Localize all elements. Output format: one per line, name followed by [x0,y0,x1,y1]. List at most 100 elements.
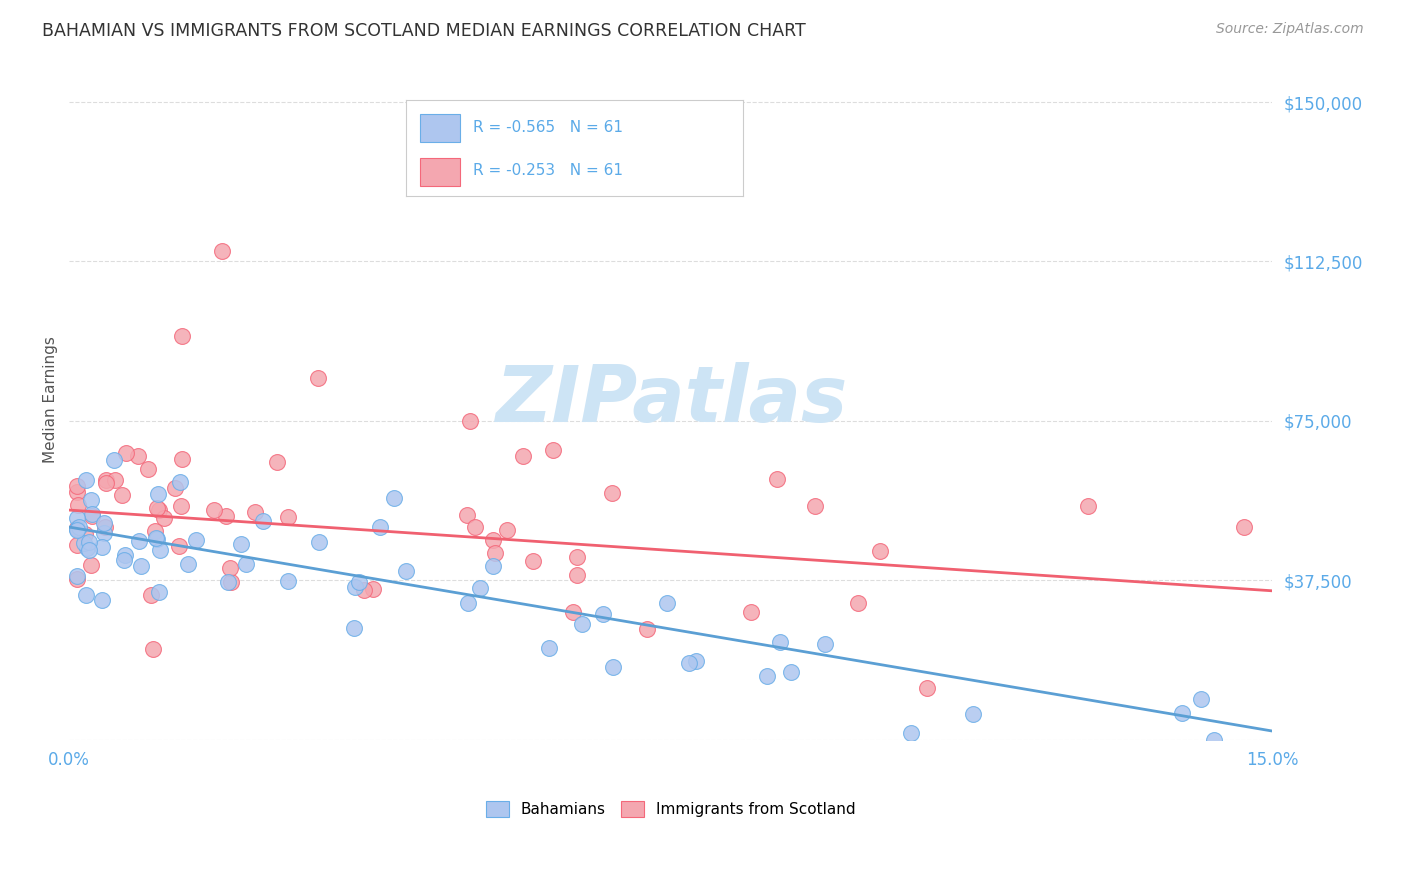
Point [66,485,89,500]
Point [170,328,193,343]
Y-axis label: Median Earnings: Median Earnings [44,336,58,463]
Point [307,371,329,385]
Point [1077,499,1099,513]
Point [82,507,104,521]
Point [66,479,89,493]
Point [243,505,266,519]
Point [766,472,789,486]
Point [846,596,869,610]
Point [112,553,135,567]
Point [252,514,274,528]
Point [172,452,194,467]
Point [66,522,89,536]
Point [221,575,243,590]
Point [143,524,166,538]
Point [149,543,172,558]
Point [73,536,96,550]
Point [565,549,588,564]
Point [94,476,117,491]
Point [481,558,503,573]
Point [277,510,299,524]
Point [565,567,588,582]
Point [657,596,679,610]
Point [66,572,89,586]
Point [468,581,491,595]
Point [678,656,700,670]
Point [211,244,233,258]
Text: BAHAMIAN VS IMMIGRANTS FROM SCOTLAND MEDIAN EARNINGS CORRELATION CHART: BAHAMIAN VS IMMIGRANTS FROM SCOTLAND MED… [42,22,806,40]
Point [464,520,486,534]
Point [457,596,479,610]
Point [343,621,366,635]
Point [66,521,89,535]
Point [571,617,593,632]
Point [512,449,534,463]
Point [146,487,169,501]
Point [111,488,134,502]
Point [231,537,253,551]
Point [537,641,560,656]
Point [141,589,163,603]
Point [962,706,984,721]
Point [368,520,391,534]
Point [1233,520,1256,534]
Point [382,491,405,506]
Point [277,574,299,589]
Point [75,473,97,487]
Point [602,660,624,674]
Point [347,574,370,589]
Point [75,527,97,541]
Point [235,557,257,571]
Point [169,499,191,513]
Point [344,580,367,594]
Point [80,558,103,572]
Point [66,569,89,583]
Point [103,453,125,467]
Point [177,558,200,572]
Point [685,654,707,668]
Point [165,481,187,495]
Point [1171,706,1194,720]
Point [93,525,115,540]
Point [202,503,225,517]
Point [82,508,104,523]
Point [496,523,519,537]
Point [592,607,614,622]
Point [219,561,242,575]
Text: ZIPatlas: ZIPatlas [495,361,846,438]
Point [1202,732,1225,747]
Point [184,533,207,547]
Point [148,585,170,599]
Point [77,535,100,549]
Legend: Bahamians, Immigrants from Scotland: Bahamians, Immigrants from Scotland [479,795,862,823]
Point [361,582,384,596]
Point [217,574,239,589]
Point [215,509,238,524]
Point [600,486,623,500]
Point [169,539,191,553]
Point [395,564,418,578]
Point [756,669,779,683]
Point [804,499,827,513]
Point [94,520,117,534]
Point [127,449,149,463]
Point [522,554,544,568]
Point [900,726,922,740]
Point [148,502,170,516]
Point [146,532,169,546]
Point [153,510,176,524]
Point [93,516,115,530]
Text: Source: ZipAtlas.com: Source: ZipAtlas.com [1216,22,1364,37]
Point [67,519,90,533]
Point [769,634,792,648]
Point [458,414,481,428]
Point [145,501,167,516]
Point [136,462,159,476]
Point [66,523,89,537]
Point [814,637,837,651]
Point [77,542,100,557]
Point [66,538,89,552]
Point [79,492,101,507]
Point [541,442,564,457]
Point [869,544,891,558]
